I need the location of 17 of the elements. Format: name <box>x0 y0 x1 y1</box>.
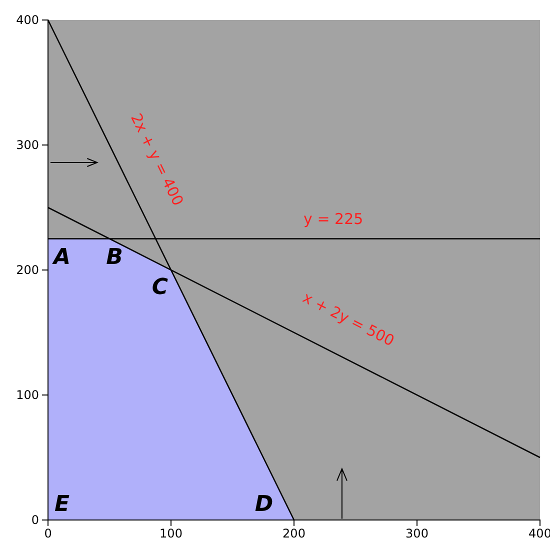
x-tick-label: 200 <box>282 526 306 541</box>
annotation: A <box>51 244 71 270</box>
y-tick-label: 300 <box>16 138 39 152</box>
annotation: E <box>54 492 70 518</box>
annotation: y = 225 <box>304 210 364 228</box>
annotation: x + 2y = 500 <box>300 288 398 350</box>
y-tick-label: 0 <box>31 512 39 527</box>
x-tick-label: 100 <box>160 526 182 541</box>
y-tick-label: 400 <box>16 12 39 27</box>
x-tick-label: 0 <box>44 526 52 541</box>
annotation: D <box>254 492 274 518</box>
annotation: 2x + y = 400 <box>127 110 188 209</box>
y-tick-label: 100 <box>16 388 39 402</box>
annotation: C <box>152 275 168 300</box>
annotation: B <box>106 244 123 270</box>
y-tick-label: 200 <box>16 262 39 277</box>
x-tick-label: 300 <box>406 526 428 541</box>
